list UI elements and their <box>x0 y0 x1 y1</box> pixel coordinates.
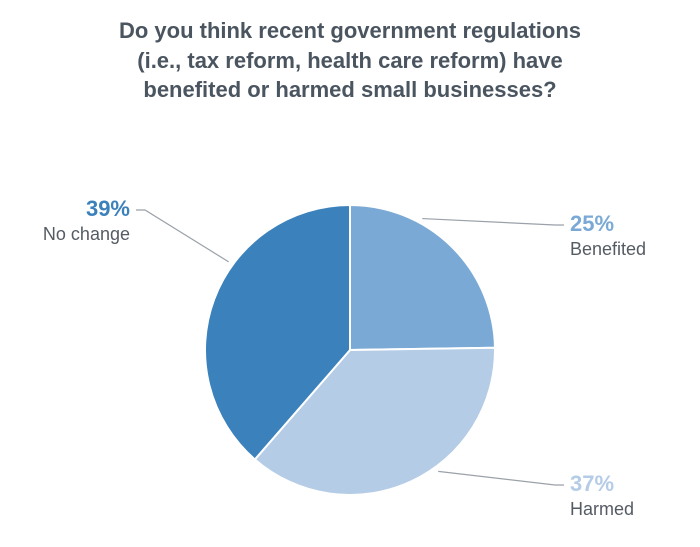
leader-benefited <box>422 219 564 225</box>
label-no-change-pct: 39% <box>43 195 130 223</box>
pie-chart <box>0 0 700 547</box>
label-no-change-text: No change <box>43 223 130 246</box>
label-benefited-pct: 25% <box>570 210 646 238</box>
label-no-change: 39% No change <box>43 195 130 245</box>
leader-harmed <box>438 471 564 485</box>
chart-stage: Do you think recent government regulatio… <box>0 0 700 547</box>
label-harmed-text: Harmed <box>570 498 634 521</box>
label-benefited-text: Benefited <box>570 238 646 261</box>
label-benefited: 25% Benefited <box>570 210 646 260</box>
pie-slice-benefited <box>350 205 495 350</box>
label-harmed-pct: 37% <box>570 470 634 498</box>
leader-no_change <box>136 210 229 262</box>
label-harmed: 37% Harmed <box>570 470 634 520</box>
